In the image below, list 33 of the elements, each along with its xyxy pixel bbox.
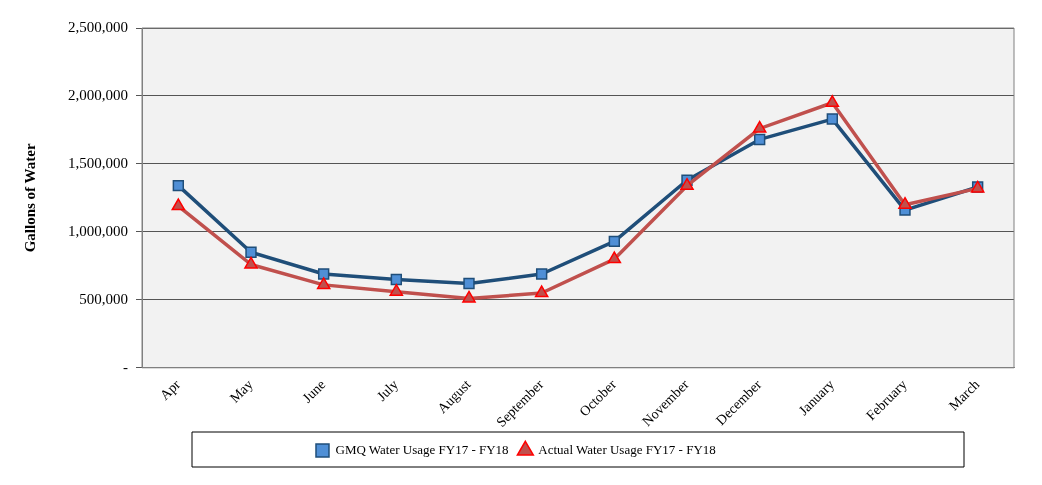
- point: [316, 277, 331, 290]
- point: [244, 256, 258, 269]
- point: [898, 196, 912, 209]
- point: [317, 268, 330, 280]
- y-tick-label: 1,500,000: [68, 154, 128, 171]
- point: [171, 198, 186, 211]
- x-tick-label: Apr: [157, 376, 184, 403]
- point: [463, 277, 475, 290]
- point: [752, 120, 767, 133]
- point: [608, 235, 621, 248]
- y-tick-label: 2,500,000: [68, 18, 128, 35]
- point: [826, 113, 839, 125]
- x-tick-label: June: [299, 376, 329, 406]
- point: [389, 283, 404, 296]
- x-tick-label: July: [373, 376, 402, 404]
- point: [534, 285, 549, 298]
- y-tick-label: 2,000,000: [68, 86, 128, 103]
- point: [825, 95, 840, 107]
- y-tick-label: 500,000: [79, 290, 128, 307]
- point: [172, 179, 185, 192]
- y-tick-label: -: [123, 358, 128, 375]
- y-tick-label: 1,000,000: [68, 222, 128, 239]
- legend-label: Actual Water Usage FY17 - FY18: [538, 441, 716, 457]
- point: [245, 246, 257, 258]
- x-tick-label: May: [226, 376, 256, 406]
- point: [462, 290, 476, 303]
- legend-label: GMQ Water Usage FY17 - FY18: [335, 441, 509, 457]
- point: [535, 268, 548, 280]
- point: [680, 177, 694, 190]
- point: [753, 133, 766, 146]
- y-axis-title: Gallons of Water: [21, 143, 38, 253]
- point: [390, 273, 403, 286]
- point: [607, 251, 622, 264]
